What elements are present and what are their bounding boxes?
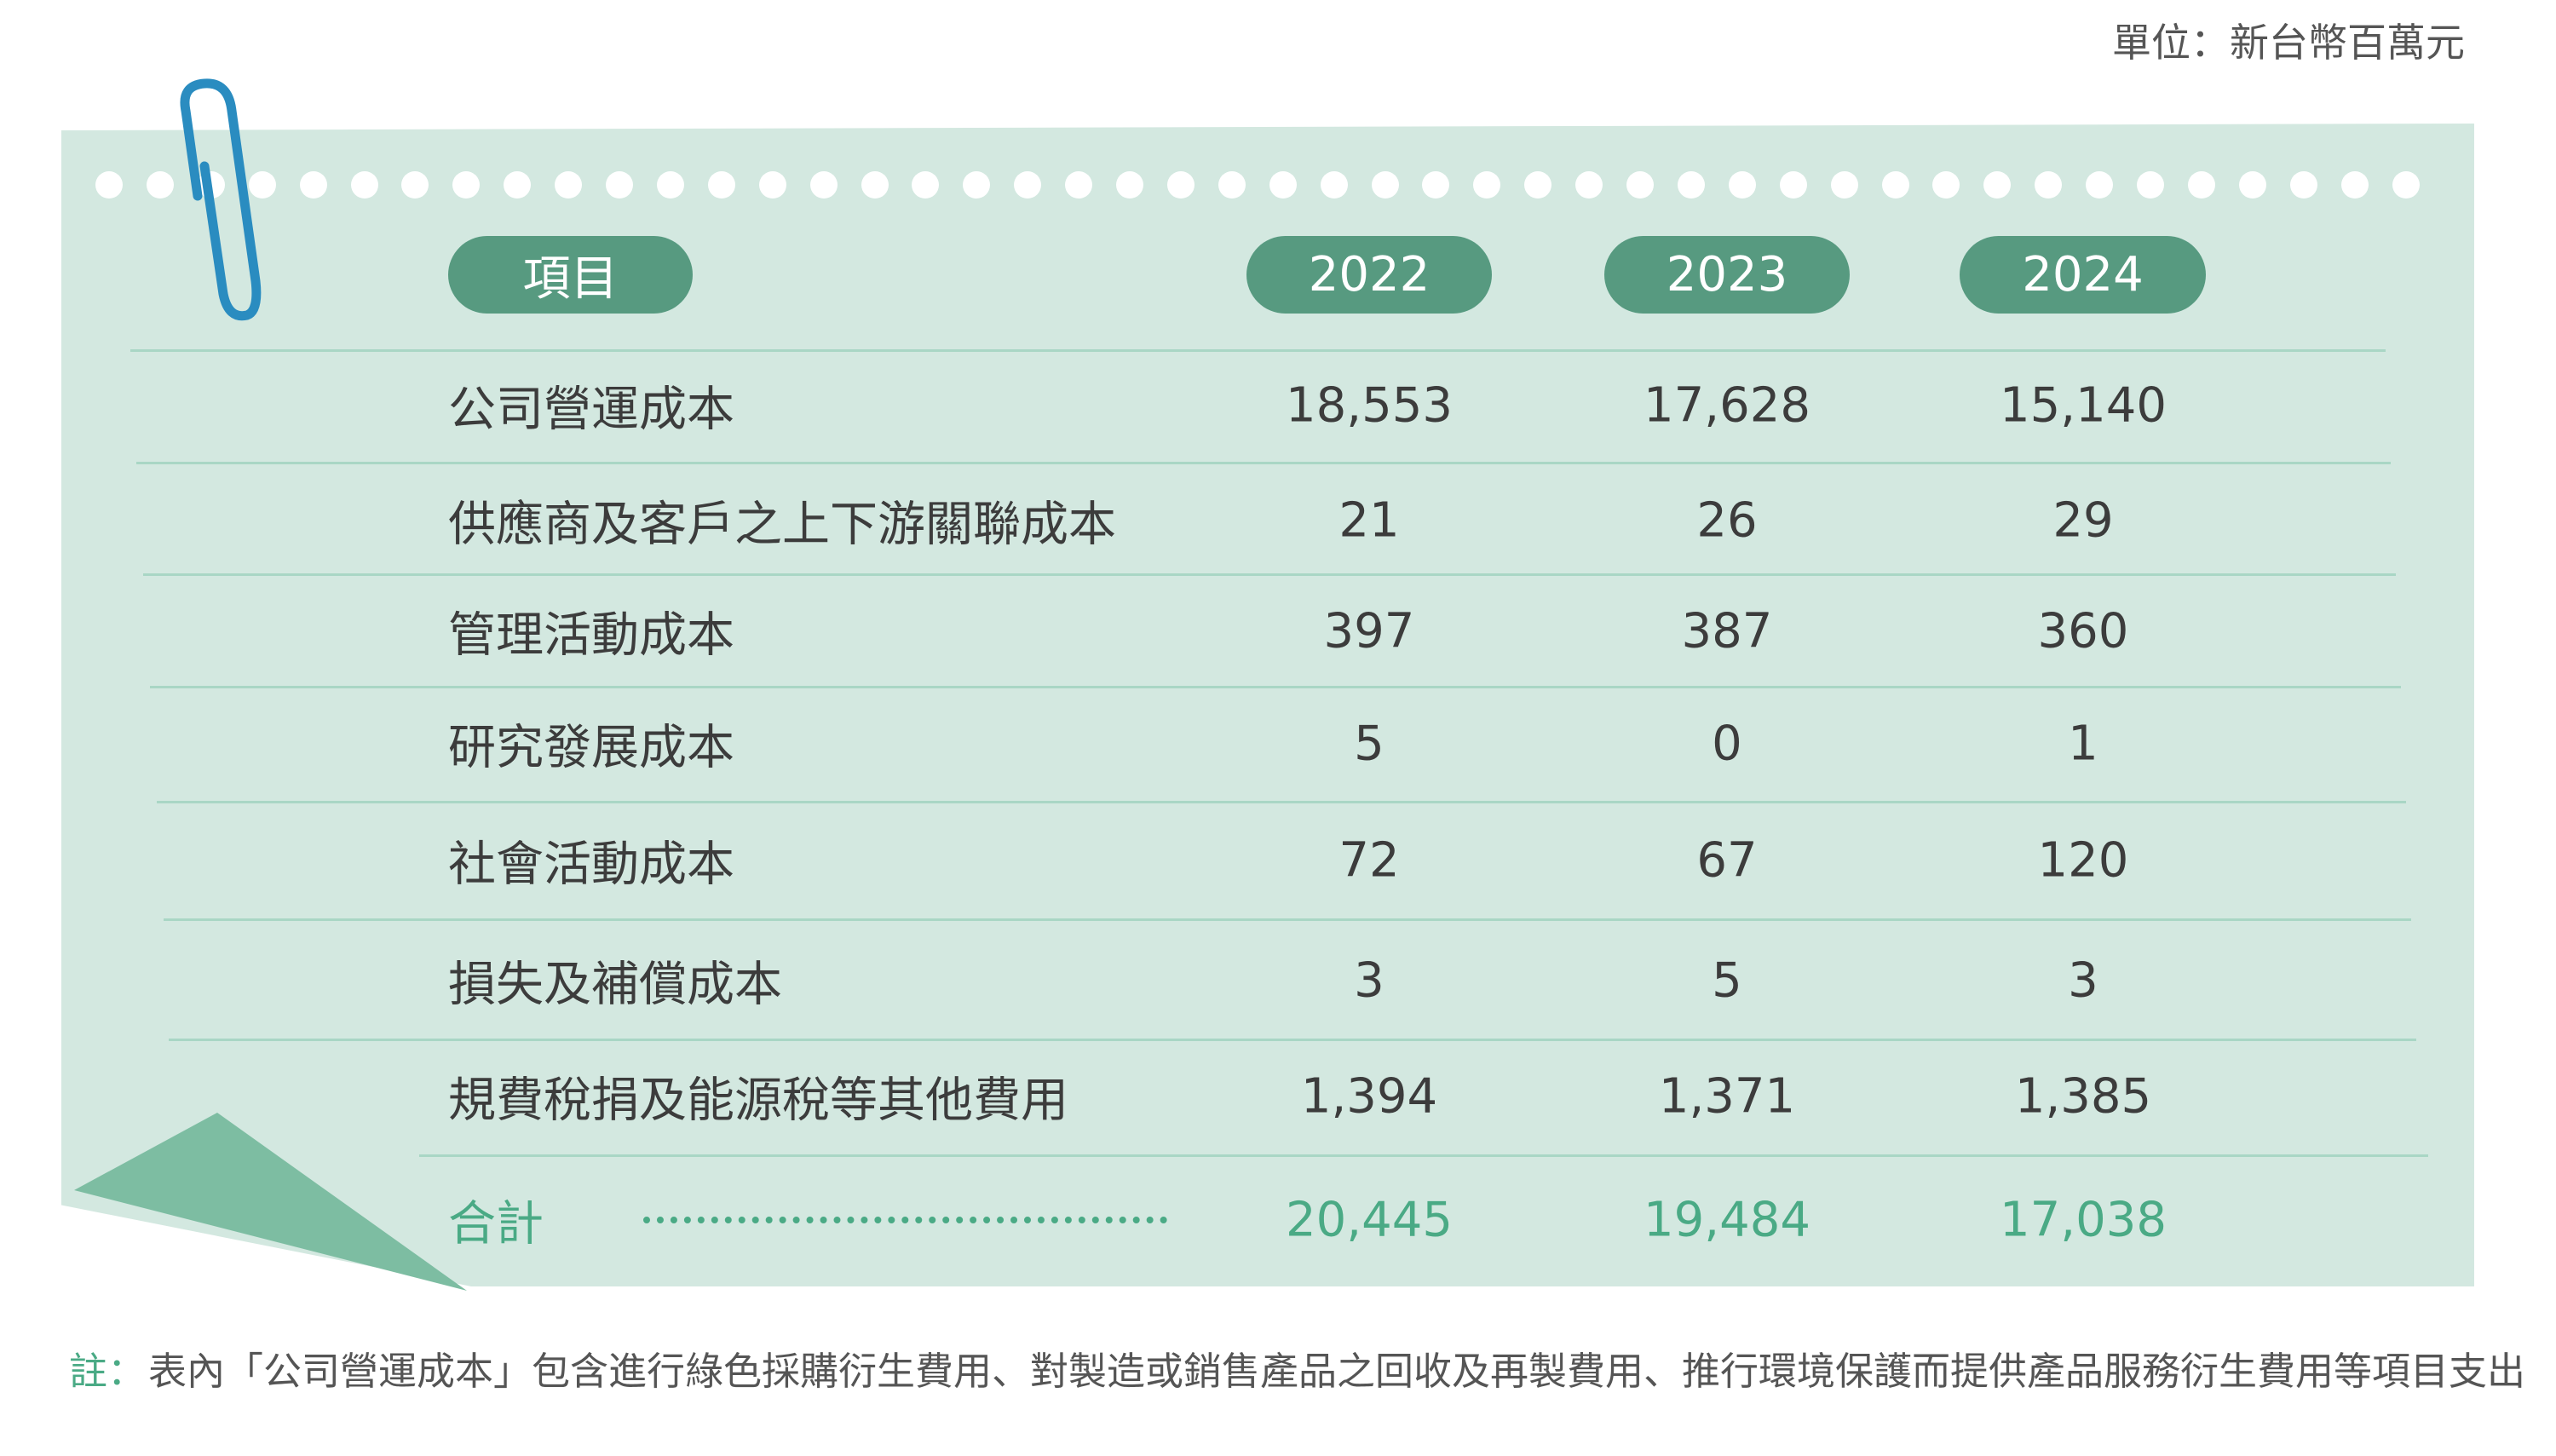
row-value-2024: 120: [2037, 832, 2129, 889]
row-divider: [169, 1039, 2416, 1041]
row-value-2022: 3: [1354, 952, 1384, 1009]
row-value-2022: 72: [1338, 832, 1400, 889]
row-label: 損失及補償成本: [448, 957, 782, 1013]
binder-hole: [1881, 171, 1909, 199]
binder-hole: [299, 171, 327, 199]
row-label: 研究發展成本: [448, 720, 734, 776]
row-divider: [143, 573, 2396, 576]
total-value-2023: 19,484: [1644, 1192, 1810, 1248]
row-value-2023: 17,628: [1644, 377, 1810, 434]
binder-hole: [1320, 171, 1348, 199]
binder-hole: [2086, 171, 2114, 199]
row-label: 公司營運成本: [448, 382, 734, 438]
binder-hole: [401, 171, 429, 199]
binder-hole: [1014, 171, 1042, 199]
binder-hole: [555, 171, 583, 199]
row-divider: [136, 462, 2391, 464]
row-value-2024: 15,140: [2000, 377, 2167, 434]
binder-hole: [1116, 171, 1143, 199]
binder-hole: [1269, 171, 1297, 199]
row-value-2024: 3: [2068, 952, 2098, 1009]
row-value-2023: 67: [1696, 832, 1758, 889]
row-value-2022: 21: [1338, 492, 1400, 549]
binder-hole: [452, 171, 481, 199]
row-divider: [157, 801, 2406, 803]
binder-hole: [1065, 171, 1093, 199]
binder-hole: [1626, 171, 1654, 199]
header-year-2023: 2023: [1604, 236, 1850, 314]
row-label: 管理活動成本: [448, 607, 734, 664]
footnote-text: 表內「公司營運成本」包含進行綠色採購衍生費用、對製造或銷售產品之回收及再製費用、…: [148, 1349, 2526, 1394]
binder-hole: [1779, 171, 1807, 199]
binder-hole: [912, 171, 940, 199]
binder-hole: [606, 171, 633, 199]
binder-hole: [350, 171, 378, 199]
page-curl-corner: [74, 1113, 467, 1291]
row-value-2024: 1,385: [2014, 1068, 2152, 1125]
row-label: 社會活動成本: [448, 837, 734, 893]
binder-hole: [758, 171, 786, 199]
binder-hole: [707, 171, 735, 199]
row-value-2024: 1: [2068, 716, 2098, 772]
total-dotted-leader: [643, 1217, 1167, 1223]
binder-holes: [95, 171, 2430, 199]
binder-hole: [2289, 171, 2317, 199]
binder-hole: [2137, 171, 2164, 199]
binder-hole: [1932, 171, 1960, 199]
binder-hole: [1371, 171, 1399, 199]
row-divider: [419, 1154, 2428, 1157]
row-divider: [150, 686, 2401, 688]
row-value-2024: 29: [2052, 492, 2114, 549]
binder-hole: [2392, 171, 2420, 199]
binder-hole: [2035, 171, 2063, 199]
binder-hole: [1166, 171, 1195, 199]
binder-hole: [504, 171, 532, 199]
notepad-card: [61, 124, 2474, 1286]
binder-hole: [95, 171, 123, 199]
binder-hole: [1728, 171, 1756, 199]
binder-hole: [1473, 171, 1501, 199]
binder-hole: [2340, 171, 2369, 199]
binder-hole: [1218, 171, 1246, 199]
binder-hole: [963, 171, 991, 199]
row-value-2022: 5: [1354, 716, 1384, 772]
row-value-2023: 5: [1712, 952, 1742, 1009]
footnote-label: 註：: [69, 1349, 147, 1394]
row-label: 供應商及客戶之上下游關聯成本: [448, 497, 1116, 553]
binder-hole: [146, 171, 174, 199]
total-label: 合計: [448, 1196, 544, 1252]
binder-hole: [1524, 171, 1552, 199]
binder-hole: [2238, 171, 2266, 199]
row-value-2022: 397: [1323, 603, 1415, 659]
binder-hole: [2187, 171, 2215, 199]
row-value-2024: 360: [2037, 603, 2129, 659]
row-label: 規費稅捐及能源稅等其他費用: [448, 1073, 1068, 1129]
row-value-2022: 18,553: [1286, 377, 1453, 434]
row-value-2023: 26: [1696, 492, 1758, 549]
binder-hole: [1983, 171, 2012, 199]
binder-hole: [809, 171, 838, 199]
row-value-2022: 1,394: [1300, 1068, 1438, 1125]
paperclip-icon: [180, 78, 262, 321]
row-value-2023: 1,371: [1658, 1068, 1796, 1125]
total-value-2022: 20,445: [1286, 1192, 1453, 1248]
header-year-2022: 2022: [1246, 236, 1492, 314]
row-divider: [164, 918, 2411, 921]
row-divider: [130, 349, 2386, 352]
footnote: 註： 表內「公司營運成本」包含進行綠色採購衍生費用、對製造或銷售產品之回收及再製…: [69, 1344, 2542, 1399]
binder-hole: [248, 171, 276, 199]
binder-hole: [1575, 171, 1603, 199]
header-year-2024: 2024: [1960, 236, 2206, 314]
binder-hole: [861, 171, 889, 199]
binder-hole: [656, 171, 684, 199]
binder-hole: [1677, 171, 1705, 199]
row-value-2023: 0: [1712, 716, 1742, 772]
total-value-2024: 17,038: [2000, 1192, 2167, 1248]
unit-label: 單位：新台幣百萬元: [2112, 20, 2465, 66]
binder-hole: [1830, 171, 1858, 199]
header-item: 項目: [448, 236, 693, 314]
row-value-2023: 387: [1681, 603, 1773, 659]
binder-hole: [1422, 171, 1450, 199]
